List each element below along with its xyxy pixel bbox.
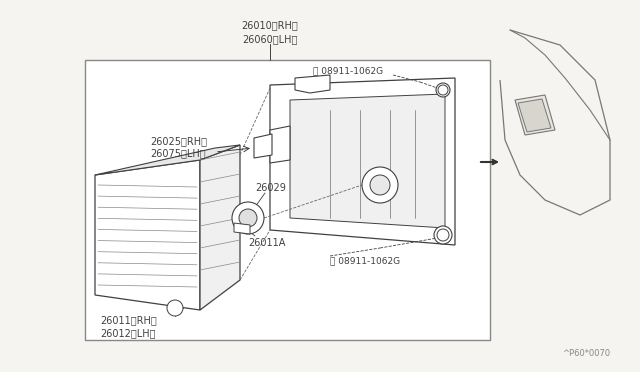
Polygon shape (295, 75, 330, 93)
Circle shape (434, 226, 452, 244)
Text: 26011〈RH〉: 26011〈RH〉 (100, 315, 157, 325)
Polygon shape (254, 134, 272, 158)
Text: Ⓑ 08911-1062G: Ⓑ 08911-1062G (313, 66, 383, 75)
Polygon shape (515, 95, 555, 135)
Circle shape (239, 209, 257, 227)
Text: ^P60*0070: ^P60*0070 (562, 349, 610, 358)
Circle shape (440, 87, 446, 93)
Polygon shape (518, 99, 551, 132)
Text: 26012〈LH〉: 26012〈LH〉 (100, 328, 156, 338)
Circle shape (436, 83, 450, 97)
Text: Ⓑ 08911-1062G: Ⓑ 08911-1062G (330, 256, 400, 265)
Polygon shape (95, 160, 200, 310)
Text: 26060〈LH〉: 26060〈LH〉 (243, 34, 298, 44)
Text: 26075〈LH〉: 26075〈LH〉 (150, 148, 205, 158)
Text: 26025〈RH〉: 26025〈RH〉 (150, 136, 207, 146)
Polygon shape (200, 145, 240, 310)
Polygon shape (500, 30, 610, 215)
Text: 26011A: 26011A (248, 238, 285, 248)
Circle shape (370, 175, 390, 195)
Circle shape (362, 167, 398, 203)
Circle shape (438, 85, 448, 95)
Bar (85, 60, 490, 340)
Circle shape (232, 202, 264, 234)
Circle shape (437, 229, 449, 241)
Polygon shape (270, 78, 455, 245)
Circle shape (439, 231, 447, 239)
Text: 26029: 26029 (255, 183, 286, 193)
Polygon shape (290, 94, 445, 228)
Circle shape (167, 300, 183, 316)
Polygon shape (234, 223, 250, 234)
Polygon shape (95, 145, 240, 175)
Text: 26010〈RH〉: 26010〈RH〉 (242, 20, 298, 30)
Polygon shape (270, 126, 290, 163)
